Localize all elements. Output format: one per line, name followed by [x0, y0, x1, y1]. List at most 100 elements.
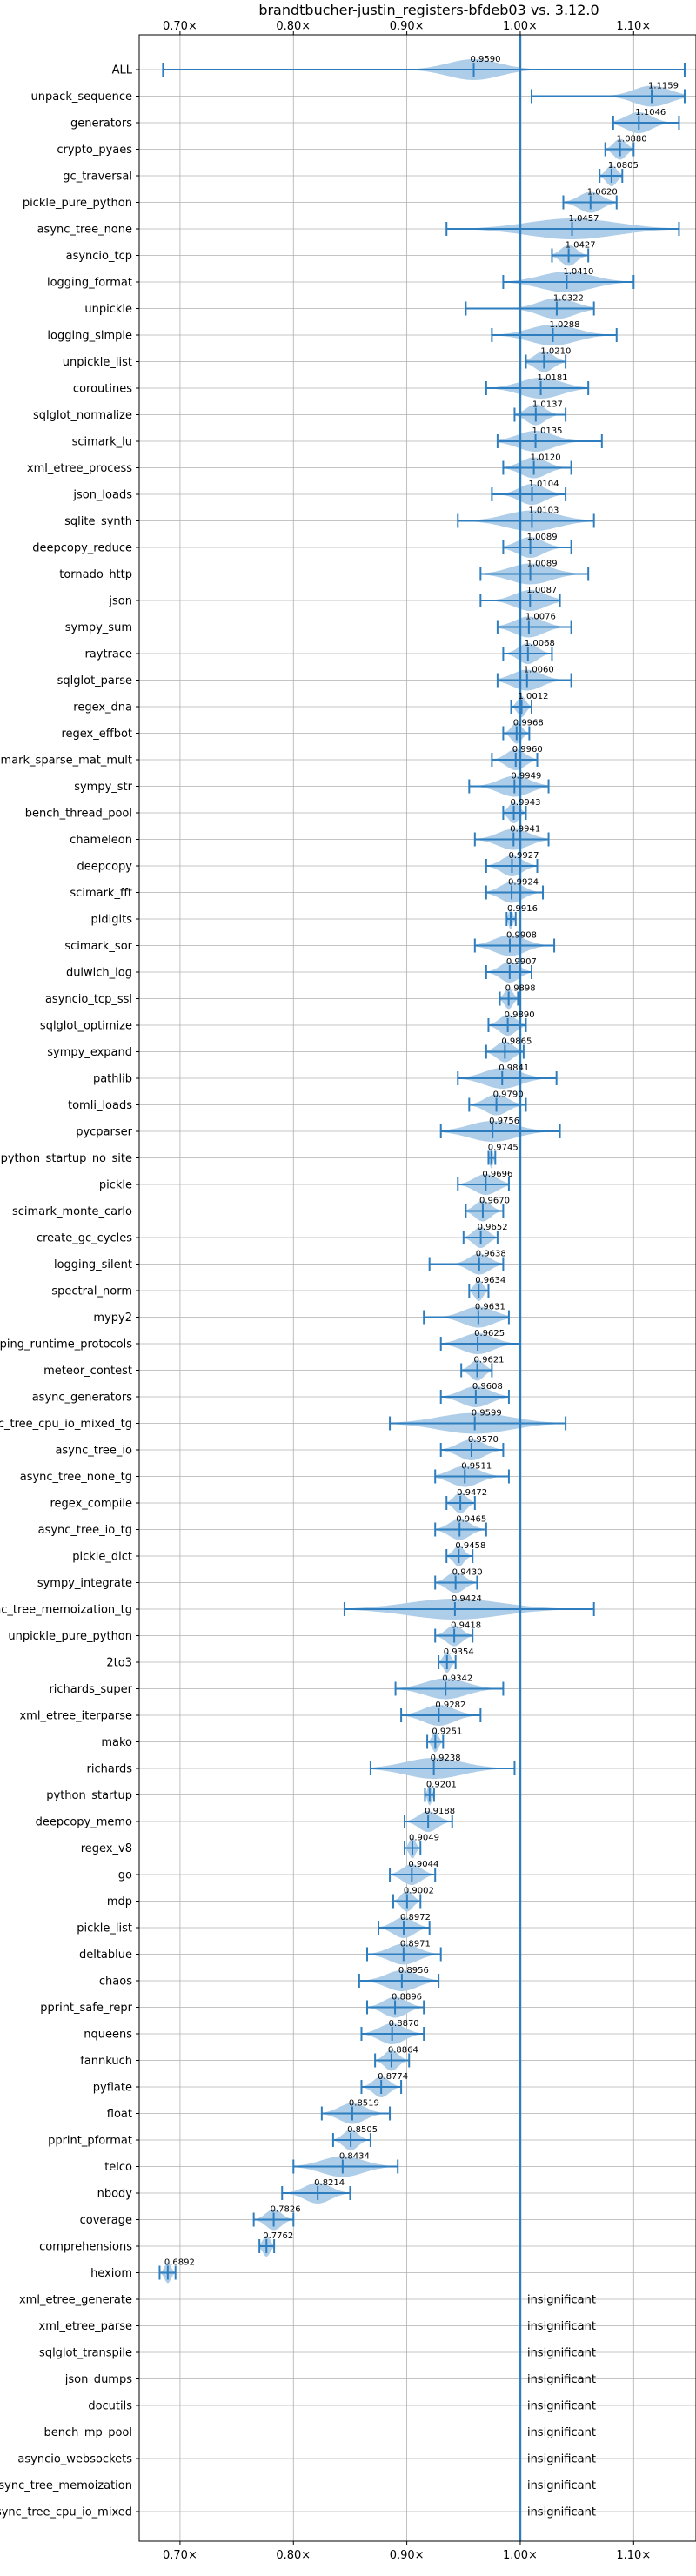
mean-value-label: 0.9621: [474, 1356, 505, 1365]
mean-value-label: 1.0427: [566, 241, 596, 251]
mean-value-label: 0.8774: [378, 2072, 408, 2082]
mean-value-label: 1.0060: [524, 666, 554, 675]
mean-value-label: 0.9960: [512, 745, 543, 755]
mean-value-label: 0.9949: [511, 772, 541, 782]
x-tick-label-bottom: 0.70×: [163, 2549, 197, 2562]
benchmark-label: deepcopy: [77, 861, 132, 874]
mean-value-label: 0.9745: [488, 1144, 519, 1153]
benchmark-label: async_tree_memoization_tg: [0, 1604, 132, 1617]
benchmark-label: pickle_list: [77, 1922, 132, 1935]
benchmark-label: float: [107, 2108, 132, 2121]
mean-value-label: 0.9590: [471, 55, 501, 64]
benchmark-label: async_tree_io_tg: [38, 1524, 132, 1537]
benchmark-label: sympy_integrate: [37, 1577, 132, 1590]
mean-value-label: 0.9631: [475, 1303, 505, 1312]
mean-value-label: 1.0135: [532, 426, 563, 436]
benchmark-label: pickle: [99, 1179, 132, 1192]
benchmark-label: chameleon: [70, 834, 132, 847]
benchmark-label: sympy_sum: [65, 621, 132, 634]
insignificant-label: insignificant: [527, 2320, 596, 2333]
benchmark-label: spectral_norm: [51, 1285, 132, 1298]
insignificant-label: insignificant: [527, 2453, 596, 2466]
benchmark-label: mdp: [107, 1895, 132, 1909]
mean-value-label: 0.7826: [271, 2205, 301, 2215]
mean-value-label: 0.9625: [474, 1329, 505, 1338]
benchmark-label: json_dumps: [64, 2373, 132, 2386]
mean-value-label: 1.0087: [526, 586, 557, 595]
mean-value-label: 0.9638: [476, 1250, 506, 1259]
benchmark-label: richards_super: [49, 1683, 132, 1696]
benchmark-label: pathlib: [93, 1073, 132, 1086]
benchmark-label: json_loads: [72, 489, 132, 502]
grid-layer: [139, 35, 696, 2541]
x-tick-label-top: 0.70×: [163, 20, 197, 33]
mean-value-label: 0.9943: [511, 798, 541, 808]
benchmark-label: ALL: [112, 64, 133, 77]
insignificant-label: insignificant: [527, 2294, 596, 2307]
insignificant-label: insignificant: [527, 2479, 596, 2492]
benchmark-label: deepcopy_memo: [36, 1816, 132, 1829]
mean-value-label: 1.0181: [538, 373, 568, 383]
x-tick-label-bottom: 0.80×: [276, 2549, 311, 2562]
mean-value-label: 0.9238: [431, 1754, 461, 1763]
mean-value-label: 0.6892: [164, 2258, 195, 2268]
mean-value-label: 0.8956: [398, 1966, 429, 1976]
x-tick-label-top: 1.00×: [503, 20, 538, 33]
benchmark-label: python_startup_no_site: [1, 1152, 132, 1165]
mean-value-label: 0.9927: [508, 851, 539, 861]
mean-value-label: 1.0880: [617, 135, 647, 144]
benchmark-label: scimark_lu: [72, 436, 132, 449]
mean-value-label: 1.0120: [531, 453, 561, 463]
benchmark-label: gc_traversal: [63, 171, 132, 184]
benchmark-label: docutils: [88, 2400, 132, 2413]
mean-value-label: 1.1046: [635, 108, 666, 117]
benchmark-label: logging_simple: [47, 330, 132, 343]
benchmark-label: regex_compile: [50, 1498, 132, 1511]
mean-value-label: 0.9201: [426, 1781, 457, 1790]
mean-value-label: 0.8519: [349, 2099, 379, 2109]
insignificant-label: insignificant: [527, 2373, 596, 2386]
x-tick-label-bottom: 1.00×: [503, 2549, 538, 2562]
benchmark-label: hexiom: [90, 2267, 132, 2280]
mean-value-label: 0.9941: [510, 825, 540, 835]
mean-value-label: 0.9002: [404, 1887, 434, 1896]
mean-value-label: 0.9430: [452, 1568, 483, 1578]
insignificant-label: insignificant: [527, 2506, 596, 2519]
mean-value-label: 0.9511: [461, 1462, 492, 1472]
benchmark-label: bench_thread_pool: [25, 808, 132, 821]
mean-value-label: 1.0457: [569, 214, 599, 224]
mean-value-label: 1.0288: [550, 320, 580, 330]
benchmark-label: scimark_monte_carlo: [12, 1205, 132, 1218]
insignificant-label: insignificant: [527, 2347, 596, 2360]
benchmark-label: async_tree_cpu_io_mixed: [0, 2506, 132, 2519]
benchmark-label: mypy2: [93, 1311, 132, 1325]
benchmark-label: sqlglot_transpile: [39, 2347, 132, 2360]
benchmark-label: regex_effbot: [61, 728, 132, 741]
benchmark-label: python_startup: [46, 1789, 132, 1802]
benchmark-label: comprehensions: [39, 2241, 132, 2254]
benchmark-label: raytrace: [84, 648, 132, 661]
mean-value-label: 0.7762: [263, 2231, 293, 2241]
mean-value-label: 0.8972: [400, 1913, 431, 1922]
x-tick-label-top: 0.90×: [390, 20, 425, 33]
benchmark-label: async_tree_memoization: [0, 2479, 132, 2492]
mean-value-label: 0.9916: [507, 904, 538, 914]
mean-value-label: 0.9418: [451, 1621, 481, 1631]
benchmark-label: sqlite_synth: [64, 515, 132, 528]
mean-value-label: 1.0620: [587, 188, 618, 198]
mean-value-label: 0.9472: [457, 1488, 487, 1498]
mean-value-label: 1.0012: [519, 692, 549, 701]
plot-frame: [138, 34, 696, 2542]
mean-value-label: 0.9790: [493, 1090, 524, 1100]
benchmark-label: telco: [104, 2161, 132, 2174]
mean-value-label: 0.9841: [499, 1063, 529, 1073]
benchmark-label: tornado_http: [59, 568, 132, 581]
benchmark-label: richards: [87, 1763, 133, 1776]
mean-value-label: 0.9608: [472, 1382, 503, 1392]
benchmark-label: nbody: [97, 2188, 133, 2201]
mean-value-label: 0.9570: [468, 1435, 499, 1445]
benchmark-label: async_tree_io: [55, 1445, 132, 1458]
benchmark-label: async_tree_none: [37, 224, 132, 237]
mean-value-label: 0.9968: [513, 719, 544, 728]
benchmark-label: async_tree_cpu_io_mixed_tg: [0, 1418, 132, 1431]
